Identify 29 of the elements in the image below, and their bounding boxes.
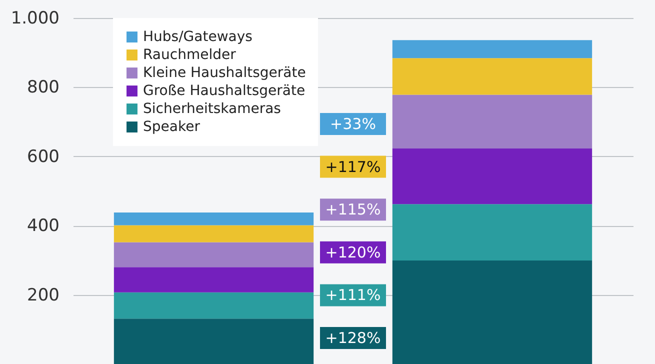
bar [114, 292, 314, 319]
y-tick-label: 400 [27, 216, 60, 236]
bar [392, 94, 592, 148]
legend-label: Rauchmelder [143, 47, 236, 63]
bar [392, 40, 592, 58]
bar [114, 212, 314, 226]
y-tick-label: 1.000 [10, 8, 60, 28]
bar [114, 225, 314, 242]
annotation: +115% [325, 200, 381, 219]
bar [392, 148, 592, 204]
legend-label: Große Haushaltsgeräte [143, 83, 306, 99]
bar [114, 242, 314, 268]
annotation: +117% [325, 158, 381, 176]
annotation: +120% [325, 243, 381, 262]
bar [114, 318, 314, 364]
legend-label: Kleine Haushaltsgeräte [143, 65, 306, 81]
y-tick-label: 800 [27, 78, 60, 98]
y-tick-label: 600 [27, 146, 60, 167]
bar [392, 260, 592, 364]
legend-label: Hubs/Gateways [143, 29, 252, 45]
annotation: +33% [330, 115, 376, 133]
bar [392, 58, 592, 95]
bar [392, 204, 592, 261]
annotation: +111% [325, 286, 381, 304]
bar [114, 267, 314, 292]
y-tick-label: 200 [27, 285, 60, 306]
legend-label: Speaker [143, 119, 200, 135]
legend-label: Sicherheitskameras [143, 101, 281, 117]
annotation: +128% [325, 329, 381, 347]
